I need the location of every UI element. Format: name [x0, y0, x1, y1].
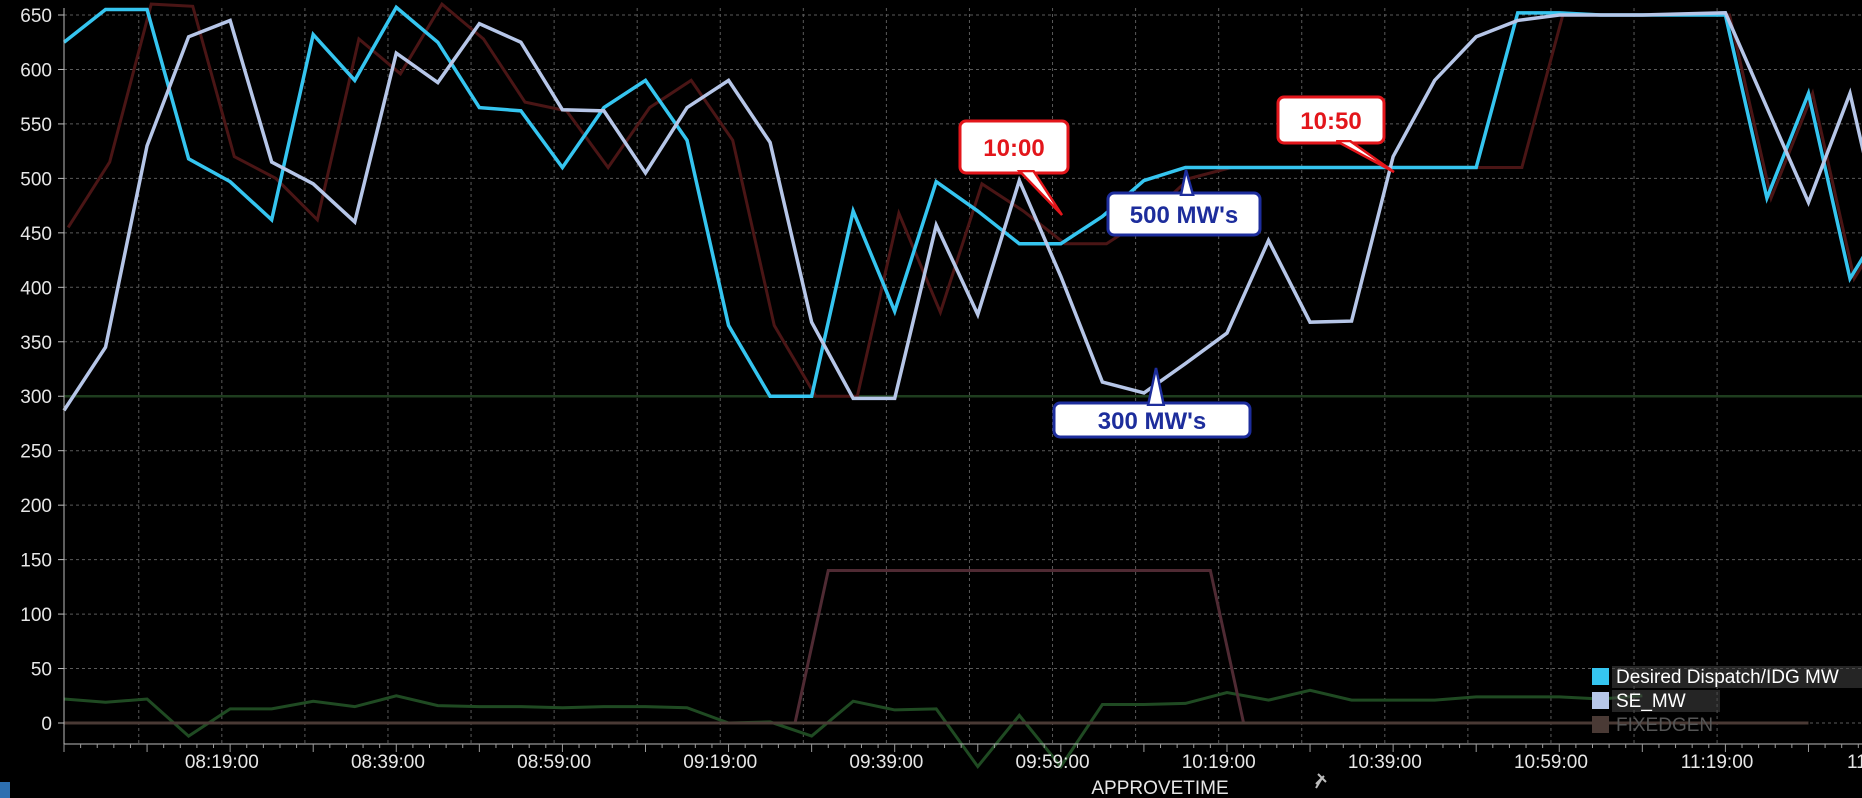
x-tick-label: 09:39:00	[849, 752, 923, 773]
x-tick-label: 11:19:00	[1681, 752, 1754, 773]
callout-10-00: 10:00	[958, 119, 1070, 216]
y-tick-label: 300	[20, 387, 52, 408]
callout-500-mw-s: 500 MW's	[1106, 169, 1262, 237]
x-tick-label: 10:19:00	[1182, 752, 1256, 773]
y-tick-label: 400	[20, 278, 52, 299]
series-line-se-mw	[62, 11, 1862, 412]
legend-label[interactable]: FIXEDGEN	[1616, 715, 1713, 736]
y-tick-label: 450	[20, 224, 52, 245]
legend-swatch[interactable]	[1592, 692, 1609, 709]
legend-swatch[interactable]	[1592, 716, 1609, 733]
y-tick-label: 100	[20, 605, 52, 626]
x-tick-label: 08:59:00	[517, 752, 591, 773]
x-axis-title: APPROVETIME	[1091, 778, 1228, 798]
x-tick-label: 09:19:00	[683, 752, 757, 773]
series-lines	[62, 4, 1862, 725]
y-tick-label: 550	[20, 115, 52, 136]
x-tick-label: 08:39:00	[351, 752, 425, 773]
x-tick-label: 10:39:00	[1348, 752, 1422, 773]
y-tick-label: 250	[20, 442, 52, 463]
legend[interactable]: Desired Dispatch/IDG MW SE_MW FIXEDGEN	[1592, 666, 1862, 736]
callout-text: 10:50	[1300, 108, 1361, 135]
callout-text: 10:00	[983, 135, 1044, 162]
x-tick-label: 11:39:00	[1847, 752, 1862, 773]
y-tick-label: 0	[41, 714, 52, 735]
callout-text: 500 MW's	[1130, 202, 1238, 229]
callout-text: 300 MW's	[1098, 408, 1206, 435]
legend-label[interactable]: SE_MW	[1616, 691, 1686, 712]
y-tick-label: 500	[20, 169, 52, 190]
x-tick-label: 09:59:00	[1016, 752, 1090, 773]
low-green-line	[63, 688, 1643, 770]
legend-swatch[interactable]	[1592, 668, 1609, 685]
callout-300-mw-s: 300 MW's	[1052, 367, 1252, 439]
y-tick-label: 600	[20, 60, 52, 81]
callouts: 10:00 10:50 500 MW's 300 MW's	[958, 95, 1395, 439]
y-tick-label: 350	[20, 333, 52, 354]
y-tick-label: 50	[31, 660, 52, 681]
y-tick-label: 650	[20, 6, 52, 27]
y-tick-label: 150	[20, 551, 52, 572]
y-tick-label: 200	[20, 496, 52, 517]
x-axis: 08:19:00 08:39:00 08:59:00 09:19:00 09:39:00…	[63, 744, 1862, 789]
x-tick-label: 10:59:00	[1514, 752, 1588, 773]
x-tick-label: 08:19:00	[185, 752, 259, 773]
pin-icon[interactable]	[1315, 773, 1327, 789]
callout-10-50: 10:50	[1276, 95, 1395, 174]
corner-tab	[0, 782, 10, 798]
legend-label[interactable]: Desired Dispatch/IDG MW	[1616, 667, 1839, 688]
y-axis: 0 50 100 150 200 250 300 350 400 450 500 550 600 650	[20, 6, 1862, 745]
